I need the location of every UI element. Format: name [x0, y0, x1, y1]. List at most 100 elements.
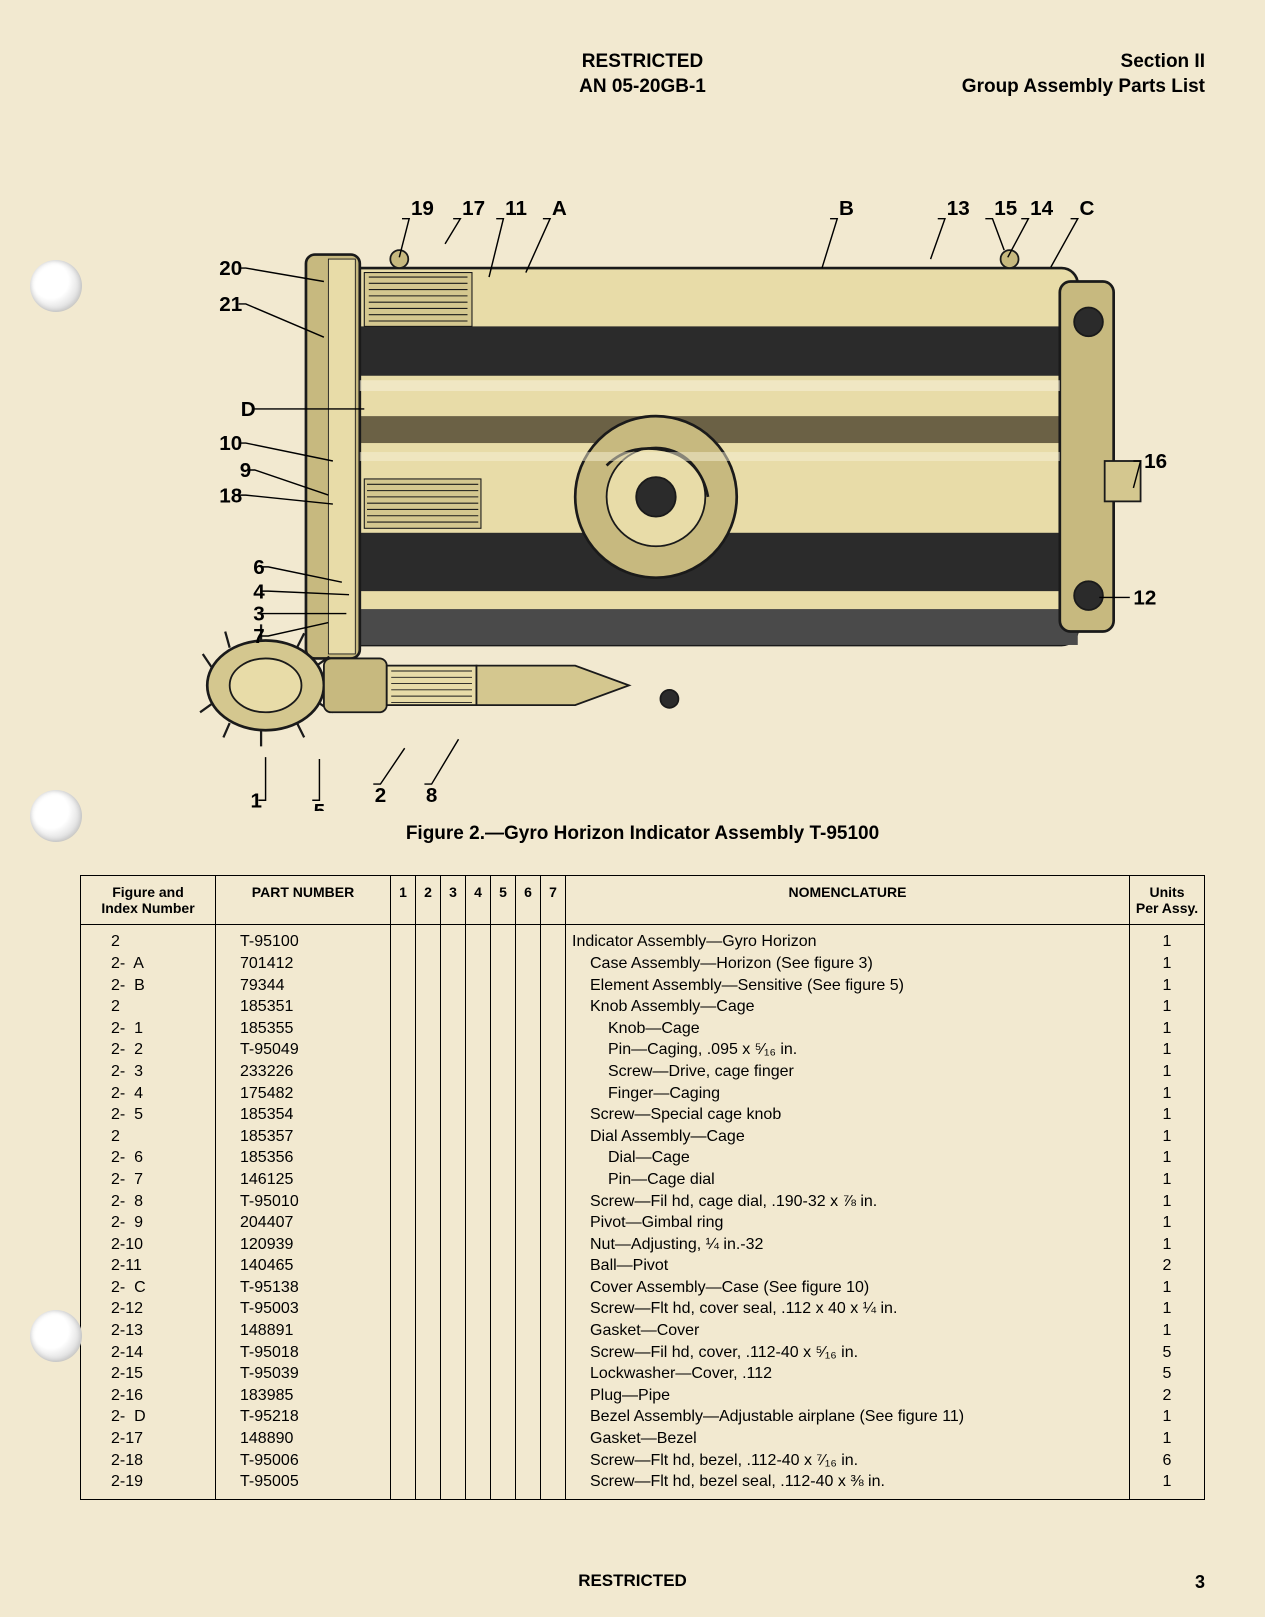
- part-number-cell: T-95018: [216, 1342, 391, 1364]
- indent-level-cell: [466, 953, 491, 975]
- indent-level-cell: [491, 1104, 516, 1126]
- indent-level-cell: [466, 1406, 491, 1428]
- indent-level-cell: [441, 1298, 466, 1320]
- indent-level-cell: [541, 1277, 566, 1299]
- index-cell: 2- B: [81, 975, 216, 997]
- units-cell: 1: [1130, 1126, 1205, 1148]
- table-row: 2-14T-95018Screw—Fil hd, cover, .112-40 …: [81, 1342, 1205, 1364]
- indent-level-cell: [391, 1450, 416, 1472]
- part-number-cell: 185351: [216, 996, 391, 1018]
- nomenclature-cell: Plug—Pipe: [566, 1385, 1130, 1407]
- indent-level-cell: [416, 1191, 441, 1213]
- indent-level-cell: [516, 925, 541, 953]
- part-number-cell: 185357: [216, 1126, 391, 1148]
- index-cell: 2-14: [81, 1342, 216, 1364]
- indent-level-cell: [466, 1234, 491, 1256]
- index-cell: 2: [81, 996, 216, 1018]
- restricted-label: RESTRICTED: [420, 50, 865, 75]
- table-row: 2- 6185356Dial—Cage1: [81, 1147, 1205, 1169]
- nomenclature-cell: Knob Assembly—Cage: [566, 996, 1130, 1018]
- indent-level-cell: [441, 1191, 466, 1213]
- indent-level-cell: [441, 1450, 466, 1472]
- table-row: 2- B79344 Element Assembly—Sensitive (See…: [81, 975, 1205, 997]
- indent-level-cell: [441, 1363, 466, 1385]
- nomenclature-cell: Dial Assembly—Cage: [566, 1126, 1130, 1148]
- indent-level-cell: [491, 925, 516, 953]
- index-cell: 2: [81, 925, 216, 953]
- units-cell: 1: [1130, 1147, 1205, 1169]
- section-subtitle: Group Assembly Parts List: [865, 75, 1205, 100]
- indent-level-cell: [441, 1320, 466, 1342]
- indent-level-cell: [416, 1428, 441, 1450]
- indent-level-cell: [516, 1255, 541, 1277]
- indent-level-cell: [516, 1406, 541, 1428]
- nomenclature-cell: Screw—Flt hd, bezel seal, .112-40 x ⅜ in…: [566, 1471, 1130, 1499]
- units-cell: 2: [1130, 1385, 1205, 1407]
- indent-level-cell: [516, 1234, 541, 1256]
- part-number-cell: 140465: [216, 1255, 391, 1277]
- indent-level-cell: [441, 1039, 466, 1061]
- indent-level-cell: [541, 1083, 566, 1105]
- indent-level-cell: [491, 1298, 516, 1320]
- callout-label: A: [552, 197, 567, 220]
- indent-level-cell: [391, 953, 416, 975]
- indent-level-cell: [541, 1212, 566, 1234]
- nomenclature-cell: Indicator Assembly—Gyro Horizon: [566, 925, 1130, 953]
- indent-level-cell: [491, 1234, 516, 1256]
- indent-level-cell: [491, 1428, 516, 1450]
- col-header-index: Figure and Index Number: [81, 876, 216, 925]
- indent-level-cell: [441, 1212, 466, 1234]
- header-center: RESTRICTED AN 05-20GB-1: [420, 50, 865, 99]
- index-cell: 2-16: [81, 1385, 216, 1407]
- indent-level-cell: [441, 1277, 466, 1299]
- nomenclature-cell: Pin—Caging, .095 x ⁵⁄₁₆ in.: [566, 1039, 1130, 1061]
- indent-level-cell: [491, 953, 516, 975]
- indent-level-cell: [466, 1169, 491, 1191]
- part-number-cell: 79344: [216, 975, 391, 997]
- units-cell: 1: [1130, 953, 1205, 975]
- table-row: 2- A701412Case Assembly—Horizon (See fig…: [81, 953, 1205, 975]
- indent-level-cell: [491, 1169, 516, 1191]
- index-cell: 2- 2: [81, 1039, 216, 1061]
- indent-level-cell: [441, 1255, 466, 1277]
- indent-level-cell: [541, 1363, 566, 1385]
- nomenclature-cell: Element Assembly—Sensitive (See figure 5…: [566, 975, 1130, 997]
- nomenclature-cell: Gasket—Bezel: [566, 1428, 1130, 1450]
- indent-level-cell: [416, 1083, 441, 1105]
- indent-level-cell: [441, 1104, 466, 1126]
- callout-label: 16: [1144, 451, 1167, 474]
- indent-level-cell: [466, 1191, 491, 1213]
- indent-level-cell: [491, 1342, 516, 1364]
- indent-level-cell: [516, 1320, 541, 1342]
- table-row: 2-19T-95005Screw—Flt hd, bezel seal, .11…: [81, 1471, 1205, 1499]
- index-cell: 2- 6: [81, 1147, 216, 1169]
- table-row: 2- 8T-95010Screw—Fil hd, cage dial, .190…: [81, 1191, 1205, 1213]
- indent-level-cell: [516, 1169, 541, 1191]
- index-cell: 2- 3: [81, 1061, 216, 1083]
- doc-number: AN 05-20GB-1: [420, 75, 865, 100]
- indent-level-cell: [541, 1104, 566, 1126]
- units-cell: 1: [1130, 1428, 1205, 1450]
- indent-level-cell: [491, 1083, 516, 1105]
- indent-level-cell: [416, 1018, 441, 1040]
- indent-level-cell: [491, 975, 516, 997]
- indent-level-cell: [541, 1428, 566, 1450]
- indent-level-cell: [491, 1471, 516, 1499]
- indent-level-cell: [541, 925, 566, 953]
- figure-caption: Figure 2.—Gyro Horizon Indicator Assembl…: [80, 823, 1205, 845]
- nomenclature-cell: Nut—Adjusting, ¼ in.-32: [566, 1234, 1130, 1256]
- table-row: 2- 7146125Pin—Cage dial1: [81, 1169, 1205, 1191]
- indent-level-cell: [391, 1104, 416, 1126]
- units-cell: 5: [1130, 1363, 1205, 1385]
- table-row: 2-17148890Gasket—Bezel1: [81, 1428, 1205, 1450]
- index-cell: 2- 1: [81, 1018, 216, 1040]
- indent-level-cell: [541, 1406, 566, 1428]
- index-cell: 2-19: [81, 1471, 216, 1499]
- indent-level-cell: [391, 1061, 416, 1083]
- callout-label: 7: [253, 626, 264, 649]
- indent-level-cell: [391, 975, 416, 997]
- indent-level-cell: [416, 1039, 441, 1061]
- nomenclature-cell: Screw—Drive, cage finger: [566, 1061, 1130, 1083]
- indent-level-cell: [416, 925, 441, 953]
- part-number-cell: 233226: [216, 1061, 391, 1083]
